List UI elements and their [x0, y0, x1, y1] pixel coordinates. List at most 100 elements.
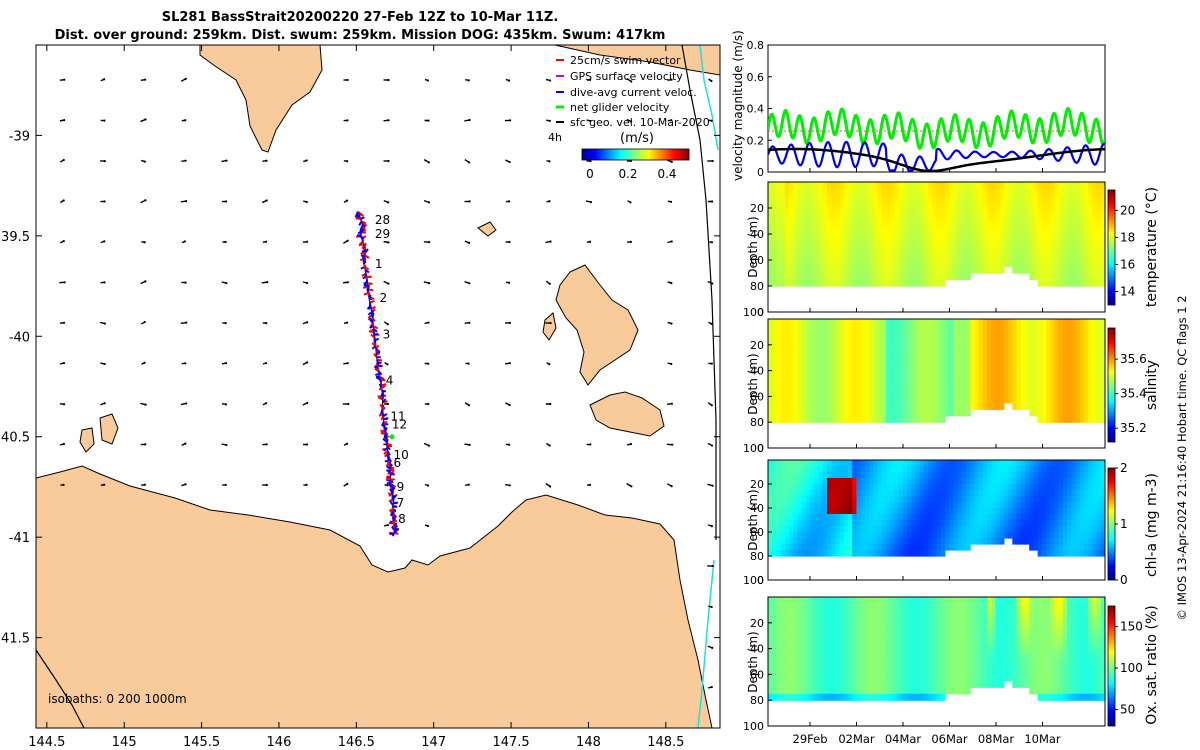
- section-cell: [818, 208, 824, 216]
- section-cell: [856, 460, 862, 467]
- section-cell: [911, 377, 917, 385]
- section-cell: [911, 195, 917, 203]
- section-cell: [1075, 331, 1081, 339]
- section-cell: [1050, 253, 1056, 261]
- section-cell: [1079, 520, 1085, 527]
- section-cell: [915, 319, 921, 327]
- section-cell: [793, 609, 799, 617]
- geo-vector-head: [386, 363, 389, 366]
- section-cell: [797, 526, 803, 533]
- section-cell: [789, 227, 794, 235]
- section-cell: [772, 396, 778, 404]
- section-cell: [835, 344, 841, 352]
- section-cell: [869, 195, 874, 203]
- section-cell: [949, 240, 954, 248]
- section-cell: [784, 502, 790, 509]
- section-cell: [801, 415, 807, 423]
- section-cell: [856, 266, 862, 274]
- section-cell: [965, 508, 971, 515]
- section-cell: [970, 389, 976, 397]
- section-cell: [768, 629, 773, 637]
- section-cell: [864, 622, 870, 630]
- section-cell: [944, 377, 950, 385]
- geo-vector-head: [266, 281, 269, 284]
- section-cell: [873, 460, 879, 467]
- section-cell: [768, 247, 773, 255]
- section-cell: [1024, 247, 1030, 255]
- geo-vector-head: [589, 200, 593, 204]
- section-cell: [936, 351, 942, 359]
- section-cell: [1058, 182, 1064, 190]
- section-cell: [873, 247, 879, 255]
- section-cell: [772, 279, 778, 287]
- geo-vector-head: [427, 402, 430, 406]
- section-cell: [1012, 402, 1018, 410]
- section-cell: [860, 389, 866, 397]
- section-cell: [949, 234, 954, 242]
- section-cell: [1029, 409, 1034, 417]
- section-cell: [818, 616, 824, 624]
- section-cell: [898, 364, 904, 372]
- section-cell: [911, 325, 917, 333]
- section-cell: [1075, 415, 1081, 423]
- section-cell: [978, 490, 984, 497]
- section-cell: [936, 319, 942, 327]
- section-cell: [789, 415, 794, 423]
- section-cell: [793, 338, 799, 346]
- geostrophic-velocity-vectors: [59, 77, 714, 689]
- section-cell: [1096, 325, 1102, 333]
- section-cell: [1083, 273, 1089, 281]
- section-cell: [831, 266, 836, 274]
- section-cell: [873, 496, 879, 503]
- section-cell: [1033, 240, 1039, 248]
- section-cell: [907, 550, 912, 557]
- section-cell: [940, 195, 946, 203]
- section-cell: [839, 195, 845, 203]
- section-cell: [940, 544, 946, 551]
- section-cell: [784, 550, 790, 557]
- section-cell: [810, 208, 815, 216]
- geo-vector-head: [630, 80, 633, 83]
- section-cell: [1016, 351, 1022, 359]
- section-cell: [852, 208, 858, 216]
- current-vector: [385, 438, 389, 445]
- section-cell: [1037, 496, 1043, 503]
- section-cell: [835, 325, 841, 333]
- section-cell: [822, 538, 828, 545]
- section-cell: [1067, 253, 1072, 261]
- section-cell: [877, 693, 883, 701]
- section-cell: [974, 319, 980, 327]
- section-cell: [911, 655, 917, 663]
- section-cell: [1050, 538, 1056, 545]
- section-cell: [982, 502, 988, 509]
- section-cell: [961, 214, 967, 222]
- section-cell: [1088, 460, 1093, 467]
- section-cell: [864, 544, 870, 551]
- section-cell: [1024, 389, 1030, 397]
- section-cell: [944, 508, 950, 515]
- section-cell: [961, 273, 967, 281]
- section-cell: [1079, 484, 1085, 491]
- section-cell: [1012, 466, 1018, 473]
- geo-vector-head: [428, 282, 431, 285]
- section-cell: [881, 616, 887, 624]
- section-cell: [852, 221, 858, 229]
- geo-vector-head: [305, 159, 308, 162]
- section-cell: [890, 260, 895, 268]
- section-cell: [801, 655, 807, 663]
- section-cell: [839, 490, 845, 497]
- section-cell: [810, 370, 815, 378]
- section-cell: [1020, 325, 1026, 333]
- section-cell: [768, 325, 773, 333]
- section-cell: [864, 273, 870, 281]
- section-cell: [1024, 478, 1030, 485]
- section-cell: [974, 182, 980, 190]
- section-cell: [890, 383, 895, 391]
- section-cell: [810, 508, 815, 515]
- section-cell: [848, 260, 853, 268]
- section-cell: [818, 609, 824, 617]
- section-cell: [915, 544, 921, 551]
- section-cell: [1062, 460, 1068, 467]
- current-vector: [360, 266, 366, 270]
- section-cell: [965, 502, 971, 509]
